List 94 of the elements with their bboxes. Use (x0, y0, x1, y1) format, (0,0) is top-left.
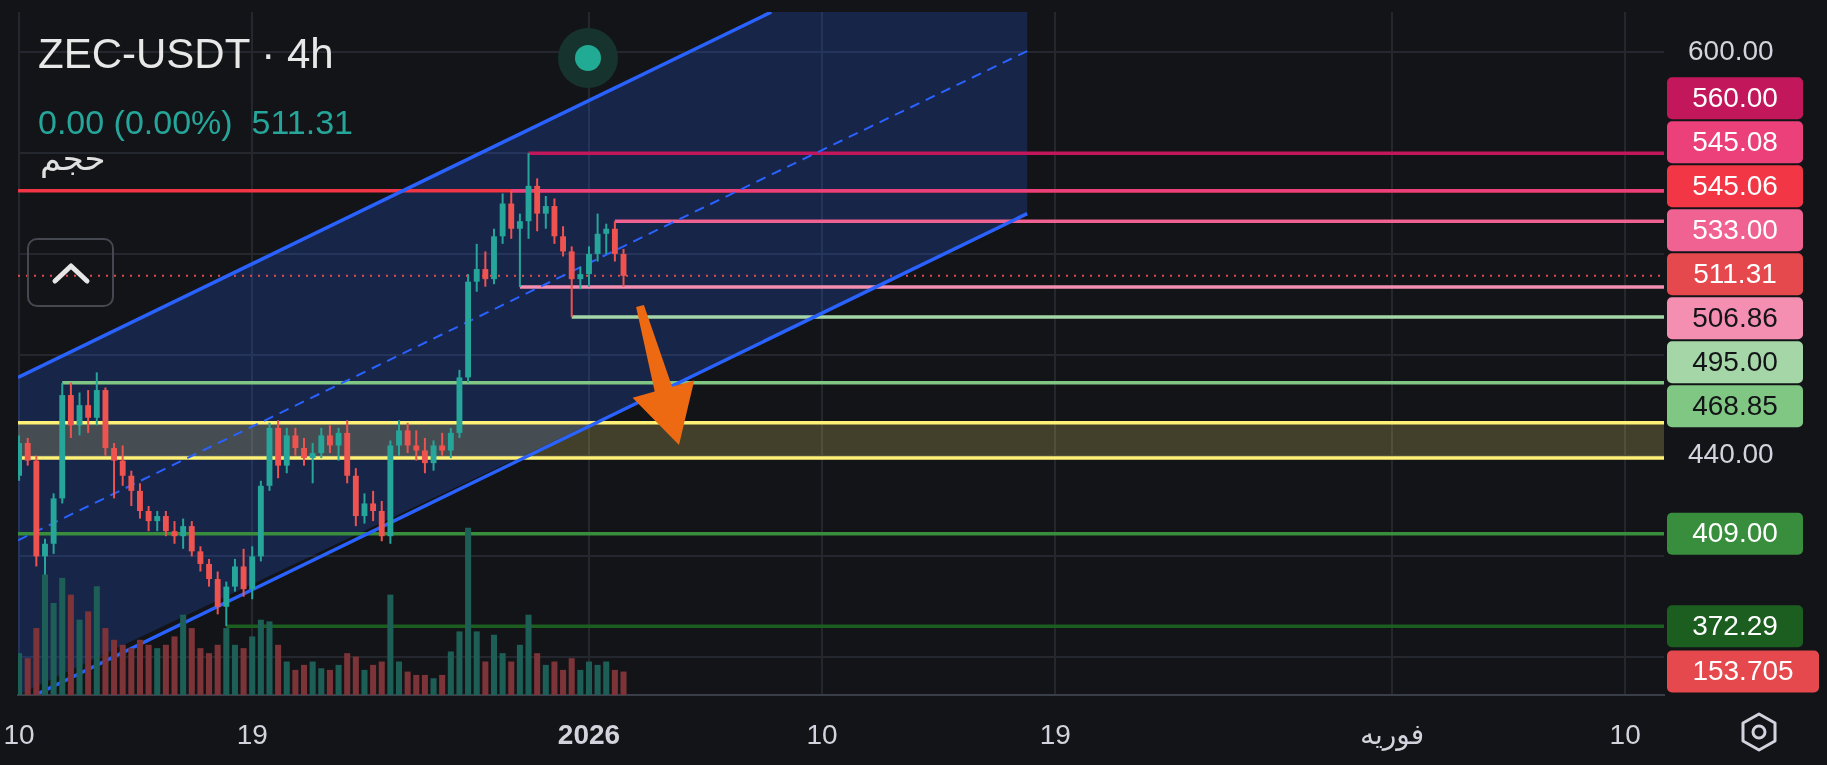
bar (128, 648, 135, 695)
bar (59, 577, 66, 695)
bar (326, 669, 333, 695)
bar (447, 651, 454, 695)
bar (413, 674, 420, 695)
bar (387, 594, 394, 695)
bar (594, 664, 601, 695)
bar (335, 664, 342, 695)
bar (611, 669, 618, 695)
bar (370, 664, 377, 695)
text: 153.705 (1692, 655, 1794, 687)
bar (378, 661, 385, 695)
bar (473, 631, 480, 695)
x-tick-label: 10 (3, 718, 35, 750)
data-label: 506.86 (1692, 302, 1778, 334)
bar (249, 636, 256, 695)
bar (240, 648, 247, 695)
bar (257, 619, 264, 695)
bar (24, 658, 31, 695)
bar (404, 671, 411, 695)
data-label: 560.00 (1692, 82, 1778, 114)
bar (499, 653, 506, 695)
bar (577, 669, 584, 695)
bar (171, 636, 178, 695)
data-label: 545.08 (1692, 126, 1778, 158)
bar (585, 661, 592, 695)
y-tick-label: 600.00 (1688, 35, 1774, 67)
bar (85, 611, 92, 695)
chart-title: حجم (40, 139, 106, 177)
y-tick-label: 440.00 (1688, 438, 1774, 470)
bar (430, 678, 437, 695)
bar (76, 619, 83, 695)
bar (266, 621, 273, 695)
bar (421, 674, 428, 695)
bar (67, 594, 74, 695)
bar (50, 602, 57, 695)
bar (162, 644, 169, 695)
bar (223, 628, 230, 695)
bar (206, 653, 213, 695)
ref-line-label: 409.00 (1692, 517, 1778, 549)
bar (534, 653, 541, 695)
bar (111, 639, 118, 695)
x-tick-label: 2026 (557, 718, 621, 750)
x-tick-label: فوریه (1359, 718, 1425, 751)
bar (214, 644, 221, 695)
bar (525, 614, 532, 695)
bar (180, 614, 187, 695)
bar (145, 644, 152, 695)
ref-line-label: 545.06 (1692, 170, 1778, 202)
bar (560, 669, 567, 695)
bar (551, 661, 558, 695)
bar (603, 661, 610, 695)
bar (275, 644, 282, 695)
bar (439, 674, 446, 695)
bar (188, 628, 195, 695)
bar (18, 653, 23, 695)
bar (352, 656, 359, 695)
bar (344, 653, 351, 695)
bar (119, 644, 126, 695)
bar (41, 574, 49, 695)
bar (482, 661, 489, 695)
x-tick-label: 19 (236, 718, 268, 750)
bar (395, 661, 403, 695)
x-tick-label: 10 (806, 718, 838, 750)
data-label: 495.00 (1692, 346, 1778, 378)
text: 0.00 (0.00%) 511.31 (38, 103, 354, 141)
bar (620, 671, 627, 695)
bar (197, 648, 204, 695)
bar (568, 658, 575, 695)
bar (301, 664, 308, 695)
bar (516, 644, 523, 695)
bar (231, 644, 238, 695)
bar (456, 631, 463, 695)
bar (154, 648, 161, 695)
ref-line-label: 511.31 (1693, 258, 1777, 290)
bar (102, 628, 109, 695)
bar (542, 664, 549, 695)
bar (490, 634, 498, 695)
bar (465, 527, 472, 695)
bar (309, 661, 316, 695)
chart-title: ZEC-USDT · 4h (38, 30, 334, 77)
data-label: 372.29 (1692, 609, 1778, 641)
bar (136, 639, 143, 695)
data-label: 533.00 (1692, 214, 1778, 246)
bar (318, 668, 325, 695)
bar (283, 661, 290, 695)
bar (361, 669, 368, 695)
bar (93, 586, 100, 695)
x-tick-label: 10 (1609, 718, 1641, 750)
bar (292, 669, 299, 695)
bar (33, 628, 40, 695)
data-label: 468.85 (1692, 390, 1778, 422)
x-tick-label: 19 (1039, 718, 1071, 750)
bar (508, 661, 515, 695)
